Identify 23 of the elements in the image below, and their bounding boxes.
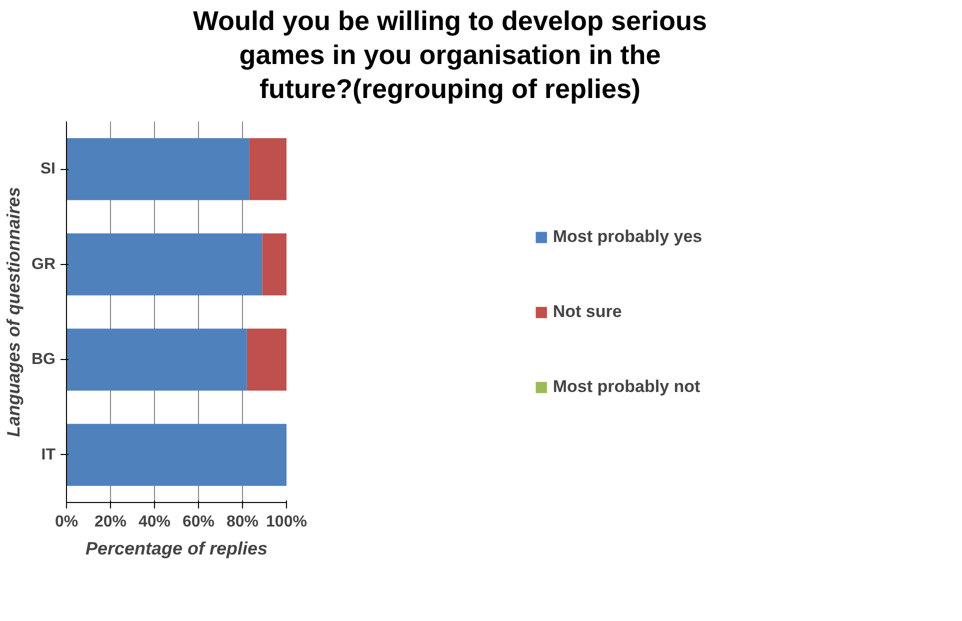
x-tick-label: 20% xyxy=(94,514,127,531)
bar xyxy=(246,328,286,391)
y-tick-label: SI xyxy=(40,160,56,178)
x-tick-label: 60% xyxy=(182,514,215,531)
y-tick-label: BG xyxy=(32,351,56,368)
x-tick-label: 100% xyxy=(266,514,307,531)
legend-label: Most probably not xyxy=(552,376,700,397)
x-tick-label: 0% xyxy=(54,514,78,531)
x-tick-label: 80% xyxy=(226,514,259,531)
legend-label: Most probably yes xyxy=(552,226,702,247)
y-tick-label: IT xyxy=(41,446,56,464)
bar xyxy=(66,328,247,391)
bar xyxy=(66,424,286,486)
y-axis-title: Languages of questionnaires xyxy=(4,187,24,438)
bar xyxy=(249,138,286,200)
legend-label: Not sure xyxy=(552,302,622,322)
y-tick-label: GR xyxy=(32,256,56,274)
x-axis-title: Percentage of replies xyxy=(85,538,268,559)
bar xyxy=(66,138,250,200)
bar xyxy=(66,234,262,296)
text: Would you be willing to develop serious games in you organisation in the future?(regrouping of replies) xyxy=(192,5,708,106)
x-tick-label: 40% xyxy=(138,514,171,531)
bar xyxy=(262,234,286,296)
